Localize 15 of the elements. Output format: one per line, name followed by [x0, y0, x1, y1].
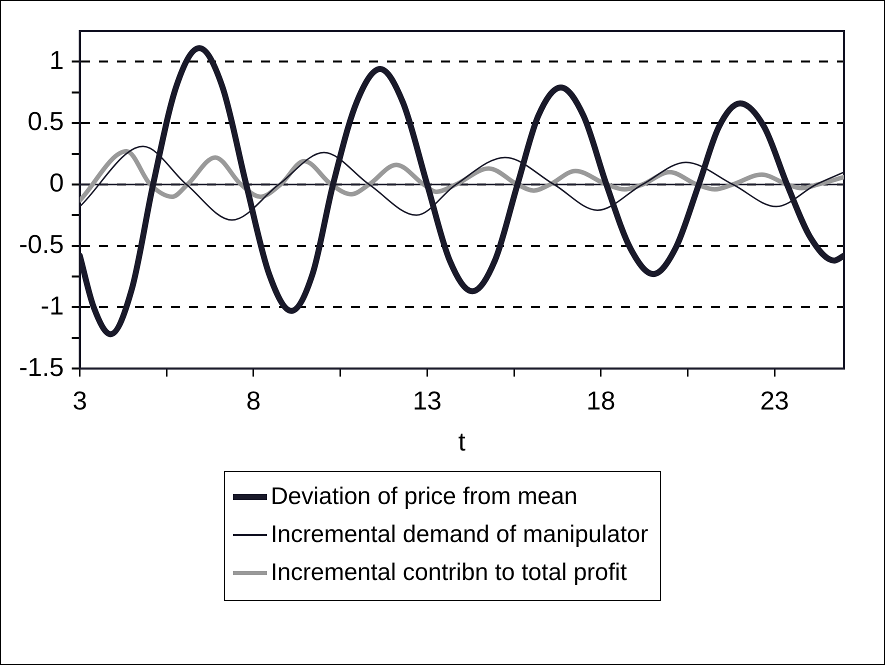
y-tick-label: 1 [49, 44, 64, 75]
y-tick-label: -1 [40, 290, 64, 320]
x-tick-label: 18 [586, 385, 616, 416]
x-tick-label: 23 [760, 385, 789, 416]
y-tick-label: -1.5 [18, 352, 64, 382]
x-tick-label: 8 [246, 385, 261, 416]
x-tick-label: 3 [72, 385, 88, 416]
y-tick-label: 0 [49, 168, 64, 198]
x-axis-title: t [458, 426, 466, 457]
legend-label: Deviation of price from mean [270, 482, 578, 512]
legend-label: Incremental demand of manipulator [270, 520, 648, 550]
y-tick-label: -0.5 [18, 229, 64, 260]
legend-label: Incremental contribn to total profit [270, 558, 627, 588]
x-tick-label: 13 [412, 385, 442, 416]
y-tick-label: 0.5 [28, 106, 64, 136]
